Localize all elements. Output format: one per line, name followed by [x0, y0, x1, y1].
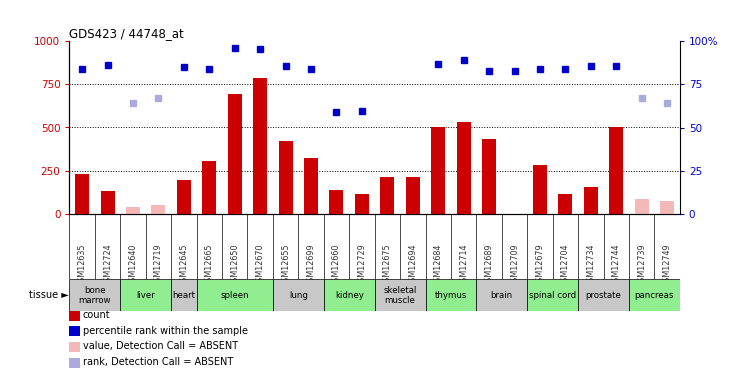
Text: GSM12744: GSM12744	[612, 243, 621, 287]
Text: GSM12684: GSM12684	[433, 243, 443, 286]
Text: skeletal
muscle: skeletal muscle	[383, 286, 417, 305]
Text: lung: lung	[289, 291, 308, 300]
Text: GSM12635: GSM12635	[77, 243, 87, 287]
Text: GSM12729: GSM12729	[357, 243, 366, 287]
FancyBboxPatch shape	[121, 279, 171, 311]
Bar	[69, 310, 80, 321]
Text: bone
marrow: bone marrow	[79, 286, 111, 305]
Bar	[69, 342, 80, 352]
FancyBboxPatch shape	[425, 279, 477, 311]
Bar	[482, 139, 496, 214]
Text: brain: brain	[491, 291, 513, 300]
Bar	[253, 78, 268, 214]
Text: GSM12694: GSM12694	[409, 243, 417, 287]
Bar	[202, 161, 216, 214]
Bar	[431, 128, 445, 214]
Text: GSM12734: GSM12734	[586, 243, 595, 287]
Text: GSM12689: GSM12689	[485, 243, 493, 287]
Text: GSM12704: GSM12704	[561, 243, 570, 287]
FancyBboxPatch shape	[629, 279, 680, 311]
Text: thymus: thymus	[435, 291, 467, 300]
Bar	[228, 94, 242, 214]
Bar	[380, 177, 394, 214]
Text: GSM12665: GSM12665	[205, 243, 214, 287]
Text: GSM12714: GSM12714	[459, 243, 468, 287]
Text: GSM12645: GSM12645	[179, 243, 189, 287]
Text: GSM12679: GSM12679	[535, 243, 545, 287]
Text: GSM12675: GSM12675	[383, 243, 392, 287]
Text: GSM12670: GSM12670	[256, 243, 265, 287]
Text: GSM12739: GSM12739	[637, 243, 646, 287]
Text: GDS423 / 44748_at: GDS423 / 44748_at	[69, 27, 184, 40]
Text: spinal cord: spinal cord	[529, 291, 576, 300]
Bar	[304, 158, 318, 214]
Bar	[635, 199, 648, 214]
Bar	[101, 191, 115, 214]
Text: pancreas: pancreas	[635, 291, 674, 300]
Text: GSM12660: GSM12660	[332, 243, 341, 286]
Bar	[69, 358, 80, 368]
FancyBboxPatch shape	[477, 279, 527, 311]
Bar	[457, 122, 471, 214]
Text: GSM12655: GSM12655	[281, 243, 290, 287]
Text: kidney: kidney	[335, 291, 363, 300]
Text: GSM12719: GSM12719	[154, 243, 163, 287]
FancyBboxPatch shape	[527, 279, 578, 311]
Bar	[609, 127, 624, 214]
Text: value, Detection Call = ABSENT: value, Detection Call = ABSENT	[83, 342, 238, 351]
Text: liver: liver	[137, 291, 155, 300]
Bar	[355, 194, 369, 214]
FancyBboxPatch shape	[171, 279, 197, 311]
Text: GSM12709: GSM12709	[510, 243, 519, 287]
Bar	[660, 201, 674, 214]
Bar	[584, 187, 598, 214]
FancyBboxPatch shape	[578, 279, 629, 311]
FancyBboxPatch shape	[374, 279, 425, 311]
Bar	[151, 205, 165, 214]
Text: tissue ►: tissue ►	[29, 290, 69, 300]
Bar	[75, 174, 89, 214]
Bar	[330, 190, 344, 214]
FancyBboxPatch shape	[324, 279, 374, 311]
Text: GSM12724: GSM12724	[103, 243, 112, 287]
Text: GSM12749: GSM12749	[662, 243, 672, 287]
Bar	[177, 180, 191, 214]
Bar	[558, 194, 572, 214]
Bar	[406, 177, 420, 214]
Text: GSM12650: GSM12650	[230, 243, 239, 287]
FancyBboxPatch shape	[197, 279, 273, 311]
Bar	[533, 165, 547, 214]
FancyBboxPatch shape	[69, 279, 121, 311]
Text: prostate: prostate	[586, 291, 621, 300]
Text: percentile rank within the sample: percentile rank within the sample	[83, 326, 248, 336]
Text: heart: heart	[173, 291, 195, 300]
Bar	[69, 326, 80, 336]
Text: spleen: spleen	[221, 291, 249, 300]
Text: GSM12640: GSM12640	[129, 243, 137, 286]
FancyBboxPatch shape	[273, 279, 324, 311]
Bar	[126, 207, 140, 214]
Bar	[279, 141, 292, 214]
Text: rank, Detection Call = ABSENT: rank, Detection Call = ABSENT	[83, 357, 233, 367]
Text: count: count	[83, 310, 110, 320]
Text: GSM12699: GSM12699	[306, 243, 316, 287]
